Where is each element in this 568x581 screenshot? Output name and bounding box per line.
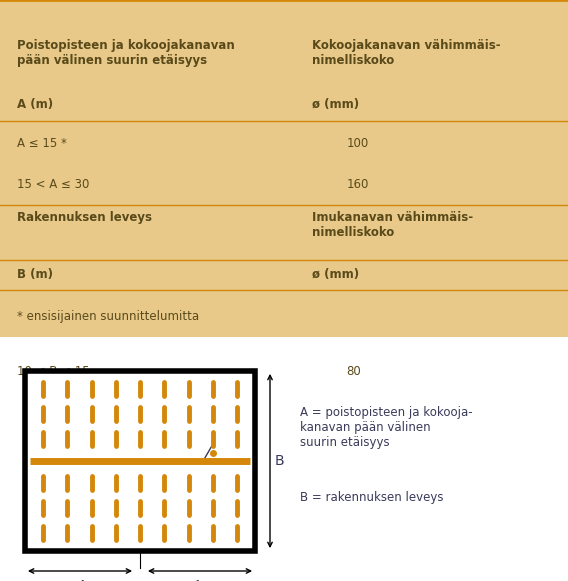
Text: A: A xyxy=(78,579,87,581)
Text: 80: 80 xyxy=(346,365,361,378)
Text: Imukanavan vähimmäis-
nimelliskoko: Imukanavan vähimmäis- nimelliskoko xyxy=(312,211,474,239)
Text: B: B xyxy=(275,454,285,468)
Bar xyxy=(25,371,255,551)
Text: B = rakennuksen leveys: B = rakennuksen leveys xyxy=(300,491,444,504)
Text: 100: 100 xyxy=(346,137,369,150)
Text: A = poistopisteen ja kokooja-
kanavan pään välinen
suurin etäisyys: A = poistopisteen ja kokooja- kanavan pä… xyxy=(300,406,473,449)
Text: A ≤ 15 *: A ≤ 15 * xyxy=(17,137,67,150)
Text: Rakennuksen leveys: Rakennuksen leveys xyxy=(17,211,152,224)
Text: ø (mm): ø (mm) xyxy=(312,98,360,111)
Text: 65: 65 xyxy=(346,326,361,339)
Text: ø (mm): ø (mm) xyxy=(312,268,360,281)
Text: A: A xyxy=(193,579,202,581)
Text: 10 < B ≤ 15: 10 < B ≤ 15 xyxy=(17,365,90,378)
Bar xyxy=(25,371,255,551)
Text: B (m): B (m) xyxy=(17,268,53,281)
Text: 160: 160 xyxy=(346,178,369,191)
Text: 15 < A ≤ 30: 15 < A ≤ 30 xyxy=(17,178,89,191)
Text: B ≤ 10: B ≤ 10 xyxy=(17,326,57,339)
Text: * ensisijainen suunnittelumitta: * ensisijainen suunnittelumitta xyxy=(17,310,199,323)
Text: A (m): A (m) xyxy=(17,98,53,111)
Text: Poistopisteen ja kokoojakanavan
pään välinen suurin etäisyys: Poistopisteen ja kokoojakanavan pään väl… xyxy=(17,40,235,67)
Text: Kokoojakanavan vähimmäis-
nimelliskoko: Kokoojakanavan vähimmäis- nimelliskoko xyxy=(312,40,501,67)
